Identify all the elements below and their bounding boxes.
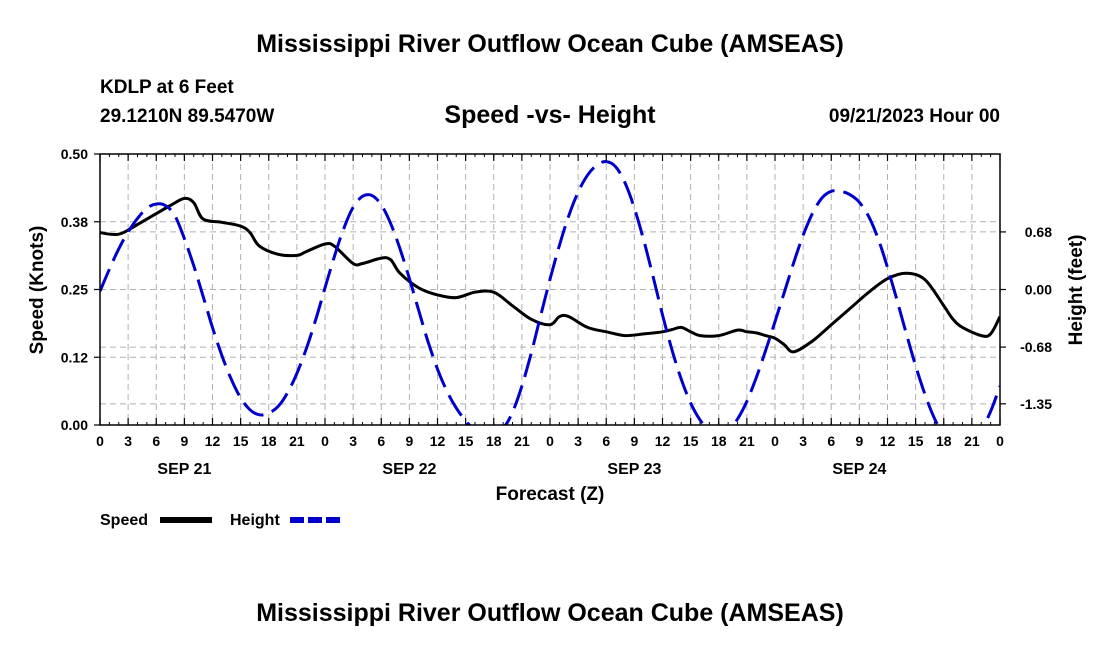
station-coordinates: 29.1210N 89.5470W: [100, 106, 275, 127]
x-tick-label: 3: [124, 433, 132, 449]
chart-axes: 0 3 6 9 12 15 18 21 0 3 6 9 12 15 18 21 0 3 6 9 12 15 18 21 0 3 6 9…: [27, 146, 1087, 505]
series-line-speed: [100, 196, 1000, 354]
y-left-tick-label: 0.25: [61, 282, 88, 298]
x-tick-label: 6: [377, 433, 385, 449]
main-title: Mississippi River Outflow Ocean Cube (AM…: [256, 30, 844, 58]
legend-label-speed: Speed: [100, 512, 148, 529]
y-right-tick-label: -1.35: [1020, 396, 1052, 412]
y-left-tick-label: 0.12: [61, 349, 88, 365]
series-layer: [100, 160, 1000, 425]
chart-legend: Speed Height: [100, 512, 342, 529]
x-tick-label: 21: [739, 433, 755, 449]
y-left-tick-label: 0.00: [61, 417, 88, 433]
y-left-tick-label: 0.38: [61, 214, 88, 230]
x-tick-label: 9: [855, 433, 863, 449]
day-label: SEP 22: [382, 461, 436, 478]
x-tick-label: 12: [655, 433, 671, 449]
x-tick-label: 9: [630, 433, 638, 449]
x-tick-label: 9: [405, 433, 413, 449]
x-tick-label: 6: [602, 433, 610, 449]
x-tick-label: 0: [996, 433, 1004, 449]
x-tick-label: 6: [827, 433, 835, 449]
x-tick-label: 12: [430, 433, 446, 449]
x-tick-label: 18: [261, 433, 277, 449]
x-tick-label: 15: [908, 433, 924, 449]
x-tick-label: 18: [936, 433, 952, 449]
x-tick-label: 3: [799, 433, 807, 449]
day-label: SEP 23: [607, 461, 661, 478]
forecast-datetime: 09/21/2023 Hour 00: [828, 106, 1000, 127]
x-tick-label: 12: [205, 433, 221, 449]
x-tick-label: 6: [152, 433, 160, 449]
y-right-tick-label: 0.68: [1025, 224, 1052, 240]
x-tick-label: 3: [349, 433, 357, 449]
footer-title: Mississippi River Outflow Ocean Cube (AM…: [256, 599, 844, 627]
x-tick-label: 9: [180, 433, 188, 449]
x-tick-label: 18: [486, 433, 502, 449]
chart-subtitle: Speed -vs- Height: [444, 101, 656, 129]
x-tick-label: 21: [964, 433, 980, 449]
x-tick-label: 18: [711, 433, 727, 449]
x-tick-label: 21: [289, 433, 305, 449]
x-tick-label: 0: [771, 433, 779, 449]
station-label: KDLP at 6 Feet: [100, 77, 234, 98]
x-tick-label: 0: [546, 433, 554, 449]
x-tick-label: 15: [683, 433, 699, 449]
day-label: SEP 21: [157, 461, 211, 478]
series-line-height: [100, 160, 1000, 425]
x-tick-label: 15: [458, 433, 474, 449]
chart-grid: [100, 154, 1000, 425]
day-label: SEP 24: [832, 461, 886, 478]
y-right-tick-label: 0.00: [1025, 282, 1052, 298]
y-right-axis-title: Height (feet): [1066, 235, 1087, 346]
legend-label-height: Height: [230, 512, 280, 529]
y-right-tick-label: -0.68: [1020, 339, 1052, 355]
x-tick-label: 0: [321, 433, 329, 449]
x-tick-label: 15: [233, 433, 249, 449]
x-tick-label: 3: [574, 433, 582, 449]
y-left-axis-title: Speed (Knots): [27, 226, 48, 355]
y-left-tick-label: 0.50: [61, 146, 88, 162]
x-tick-label: 21: [514, 433, 530, 449]
x-tick-label: 0: [96, 433, 104, 449]
x-tick-label: 12: [880, 433, 896, 449]
x-axis-title: Forecast (Z): [496, 484, 605, 505]
